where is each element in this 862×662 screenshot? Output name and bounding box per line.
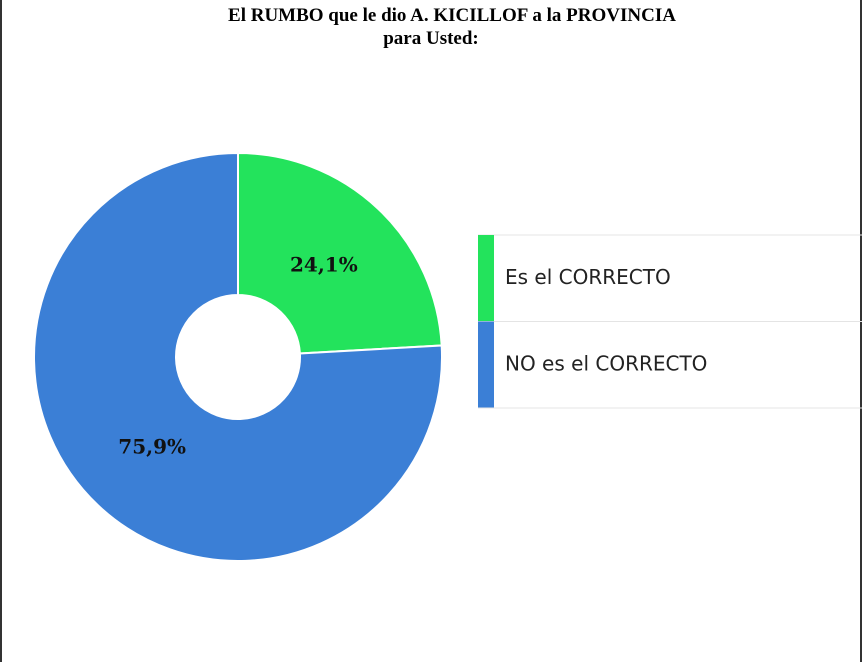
legend-swatch	[478, 235, 494, 322]
chart-title: El RUMBO que le dio A. KICILLOF a la PRO…	[228, 5, 676, 26]
value-label: 75,9%	[118, 434, 186, 458]
legend-label: Es el CORRECTO	[505, 265, 671, 289]
chart-subtitle: para Usted:	[383, 28, 479, 49]
legend-label: NO es el CORRECTO	[505, 351, 707, 375]
donut-slice	[33, 151, 443, 562]
legend-swatch	[478, 321, 494, 408]
value-label: 24,1%	[290, 253, 358, 277]
donut-slice	[237, 151, 443, 355]
